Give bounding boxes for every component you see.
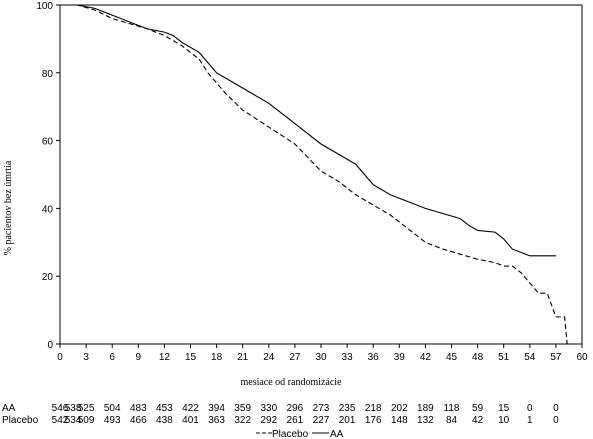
risk-count: 292 <box>260 415 277 426</box>
legend-placebo-label: Placebo <box>272 429 309 439</box>
risk-count: 132 <box>417 415 434 426</box>
x-axis-ticks: 0 3 6 9 12 15 18 21 24 27 30 33 36 39 42 45 48 51 54 57 60 <box>57 344 588 363</box>
x-tick-label: 27 <box>289 352 301 363</box>
legend: Placebo AA <box>256 429 344 439</box>
risk-count: 525 <box>78 403 95 414</box>
x-tick-label: 21 <box>237 352 249 363</box>
y-tick-label: 20 <box>42 272 54 283</box>
x-tick-label: 30 <box>315 352 327 363</box>
y-axis-label: % pacientov bez úmrtia <box>3 160 14 255</box>
risk-count: 201 <box>339 415 356 426</box>
risk-count: 438 <box>156 415 173 426</box>
risk-row-label: Placebo <box>2 415 39 426</box>
x-tick-label: 6 <box>109 352 115 363</box>
legend-aa-label: AA <box>330 429 344 439</box>
risk-count: 363 <box>208 415 225 426</box>
x-tick-label: 48 <box>472 352 484 363</box>
x-tick-label: 42 <box>420 352 432 363</box>
risk-count: 273 <box>313 403 330 414</box>
x-tick-label: 0 <box>57 352 63 363</box>
risk-count: 493 <box>104 415 121 426</box>
risk-count: 546 <box>52 403 69 414</box>
risk-count: 534 <box>65 415 82 426</box>
risk-count: 509 <box>78 415 95 426</box>
risk-row-label: AA <box>2 403 16 414</box>
risk-count: 148 <box>391 415 408 426</box>
risk-count: 227 <box>313 415 330 426</box>
x-tick-label: 24 <box>263 352 275 363</box>
risk-count: 202 <box>391 403 408 414</box>
risk-count: 538 <box>65 403 82 414</box>
x-tick-label: 39 <box>394 352 406 363</box>
risk-count: 422 <box>182 403 199 414</box>
risk-count: 359 <box>234 403 251 414</box>
series-line-aa <box>60 4 556 257</box>
risk-count: 322 <box>234 415 251 426</box>
risk-count: 84 <box>446 415 458 426</box>
risk-count: 218 <box>365 403 382 414</box>
risk-count: 466 <box>130 415 147 426</box>
x-tick-label: 57 <box>550 352 562 363</box>
risk-count: 542 <box>52 415 69 426</box>
x-tick-label: 3 <box>83 352 89 363</box>
x-tick-label: 18 <box>211 352 223 363</box>
risk-count: 235 <box>339 403 356 414</box>
risk-count: 1 <box>527 415 533 426</box>
y-tick-label: 100 <box>36 1 53 12</box>
x-tick-label: 12 <box>159 352 171 363</box>
risk-count: 0 <box>527 403 533 414</box>
risk-count: 453 <box>156 403 173 414</box>
risk-count: 504 <box>104 403 121 414</box>
plot-frame <box>59 4 583 345</box>
risk-count: 189 <box>417 403 434 414</box>
risk-count: 330 <box>260 403 277 414</box>
risk-count: 0 <box>553 403 559 414</box>
risk-count: 394 <box>208 403 225 414</box>
x-tick-label: 51 <box>498 352 510 363</box>
x-axis-label: mesiace od randomizácie <box>240 377 342 388</box>
risk-count: 401 <box>182 415 199 426</box>
risk-count: 176 <box>365 415 382 426</box>
x-tick-label: 36 <box>368 352 380 363</box>
risk-count: 15 <box>498 403 510 414</box>
x-tick-label: 54 <box>524 352 536 363</box>
x-tick-label: 15 <box>185 352 197 363</box>
risk-count: 0 <box>553 415 559 426</box>
y-tick-label: 0 <box>47 340 53 351</box>
series-line-placebo <box>60 4 568 345</box>
survival-curves <box>60 4 568 345</box>
risk-count: 10 <box>498 415 510 426</box>
x-tick-label: 9 <box>136 352 142 363</box>
risk-count: 296 <box>287 403 304 414</box>
risk-count: 42 <box>472 415 484 426</box>
risk-count: 261 <box>287 415 304 426</box>
risk-count: 118 <box>444 403 460 414</box>
risk-count: 59 <box>472 403 484 414</box>
y-tick-label: 80 <box>42 69 54 80</box>
y-tick-label: 60 <box>42 137 54 148</box>
x-tick-label: 60 <box>576 352 588 363</box>
x-tick-label: 45 <box>446 352 458 363</box>
x-tick-label: 33 <box>342 352 354 363</box>
y-axis-ticks: 0 20 40 60 80 100 <box>36 1 60 351</box>
risk-count: 483 <box>130 403 147 414</box>
y-tick-label: 40 <box>42 204 54 215</box>
